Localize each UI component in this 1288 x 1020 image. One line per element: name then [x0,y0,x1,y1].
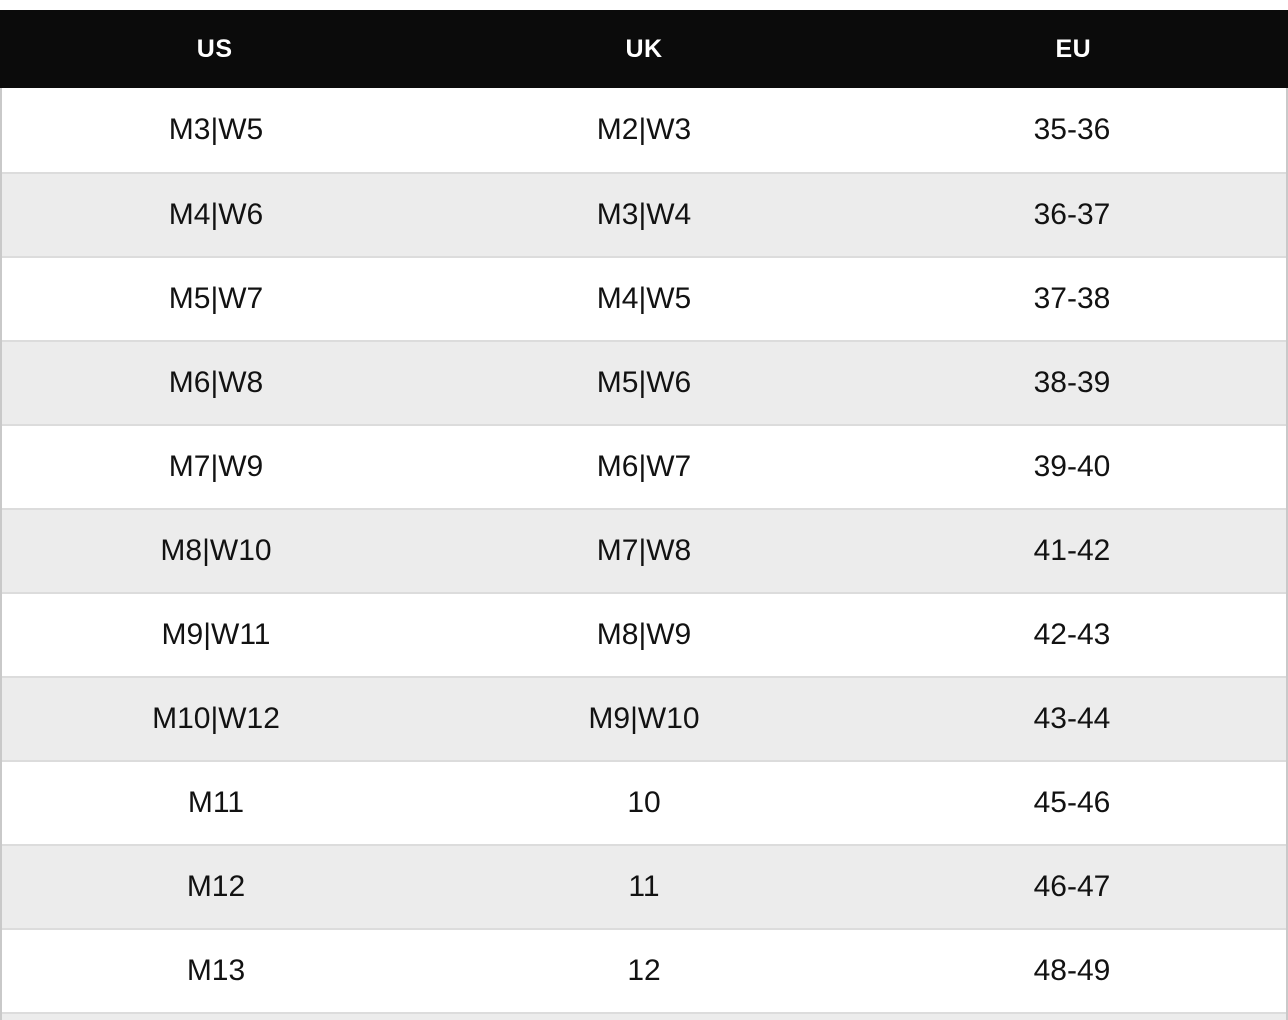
cell-uk: 10 [627,786,661,819]
cell-eu: 36-37 [1033,198,1111,231]
cell-eu: 48-49 [1033,954,1111,987]
table-row: M6|W8 M5|W6 38-39 [2,340,1286,424]
cell-uk: M5|W6 [596,366,692,399]
cell-uk: M9|W10 [588,702,700,735]
cell-eu: 35-36 [1033,113,1111,146]
header-cell-uk: UK [625,34,663,63]
table-row: M12 11 46-47 [2,844,1286,928]
cell-eu: 42-43 [1033,618,1111,651]
cell-uk: 11 [628,870,660,903]
cell-uk: M6|W7 [596,450,692,483]
cell-uk: M8|W9 [596,618,692,651]
table-row: M11 10 45-46 [2,760,1286,844]
cell-uk: M7|W8 [596,534,692,567]
cell-eu: 45-46 [1033,786,1111,819]
cell-us: M11 [187,786,245,819]
cell-us: M9|W11 [161,618,271,651]
cell-us: M7|W9 [168,450,264,483]
cell-uk: M2|W3 [596,113,692,146]
cell-us: M6|W8 [168,366,264,399]
cell-us: M12 [186,870,246,903]
table-row: M8|W10 M7|W8 41-42 [2,508,1286,592]
cell-eu: 43-44 [1033,702,1111,735]
table-row: M13 12 48-49 [2,928,1286,1012]
cell-us: M8|W10 [160,534,272,567]
cell-us: M13 [186,954,246,987]
table-row: M7|W9 M6|W7 39-40 [2,424,1286,508]
cell-us: M5|W7 [168,282,264,315]
cell-uk: M4|W5 [596,282,692,315]
cell-eu: 38-39 [1033,366,1111,399]
size-chart-table: US UK EU M3|W5 M2|W3 35-36 M4|W6 M3|W4 36-37 M… [0,10,1288,1020]
cell-us: M3|W5 [168,113,264,146]
cell-uk: 12 [627,954,661,987]
table-row: M5|W7 M4|W5 37-38 [2,256,1286,340]
cell-us: M10|W12 [152,702,280,735]
table-row: M10|W12 M9|W10 43-44 [2,676,1286,760]
table-row: M9|W11 M8|W9 42-43 [2,592,1286,676]
table-row: M4|W6 M3|W4 36-37 [2,172,1286,256]
cell-eu: 46-47 [1033,870,1111,903]
header-cell-us: US [196,34,233,63]
size-chart-header-row: US UK EU [0,10,1288,88]
cell-eu: 39-40 [1033,450,1111,483]
cell-uk: M3|W4 [596,198,692,231]
header-cell-eu: EU [1055,34,1092,63]
cell-eu: 37-38 [1033,282,1111,315]
table-row-partial [2,1012,1286,1020]
size-chart-body: M3|W5 M2|W3 35-36 M4|W6 M3|W4 36-37 M5|W7 M4|W5… [0,88,1288,1020]
table-row: M3|W5 M2|W3 35-36 [2,88,1286,172]
cell-eu: 41-42 [1033,534,1111,567]
cell-us: M4|W6 [168,198,264,231]
